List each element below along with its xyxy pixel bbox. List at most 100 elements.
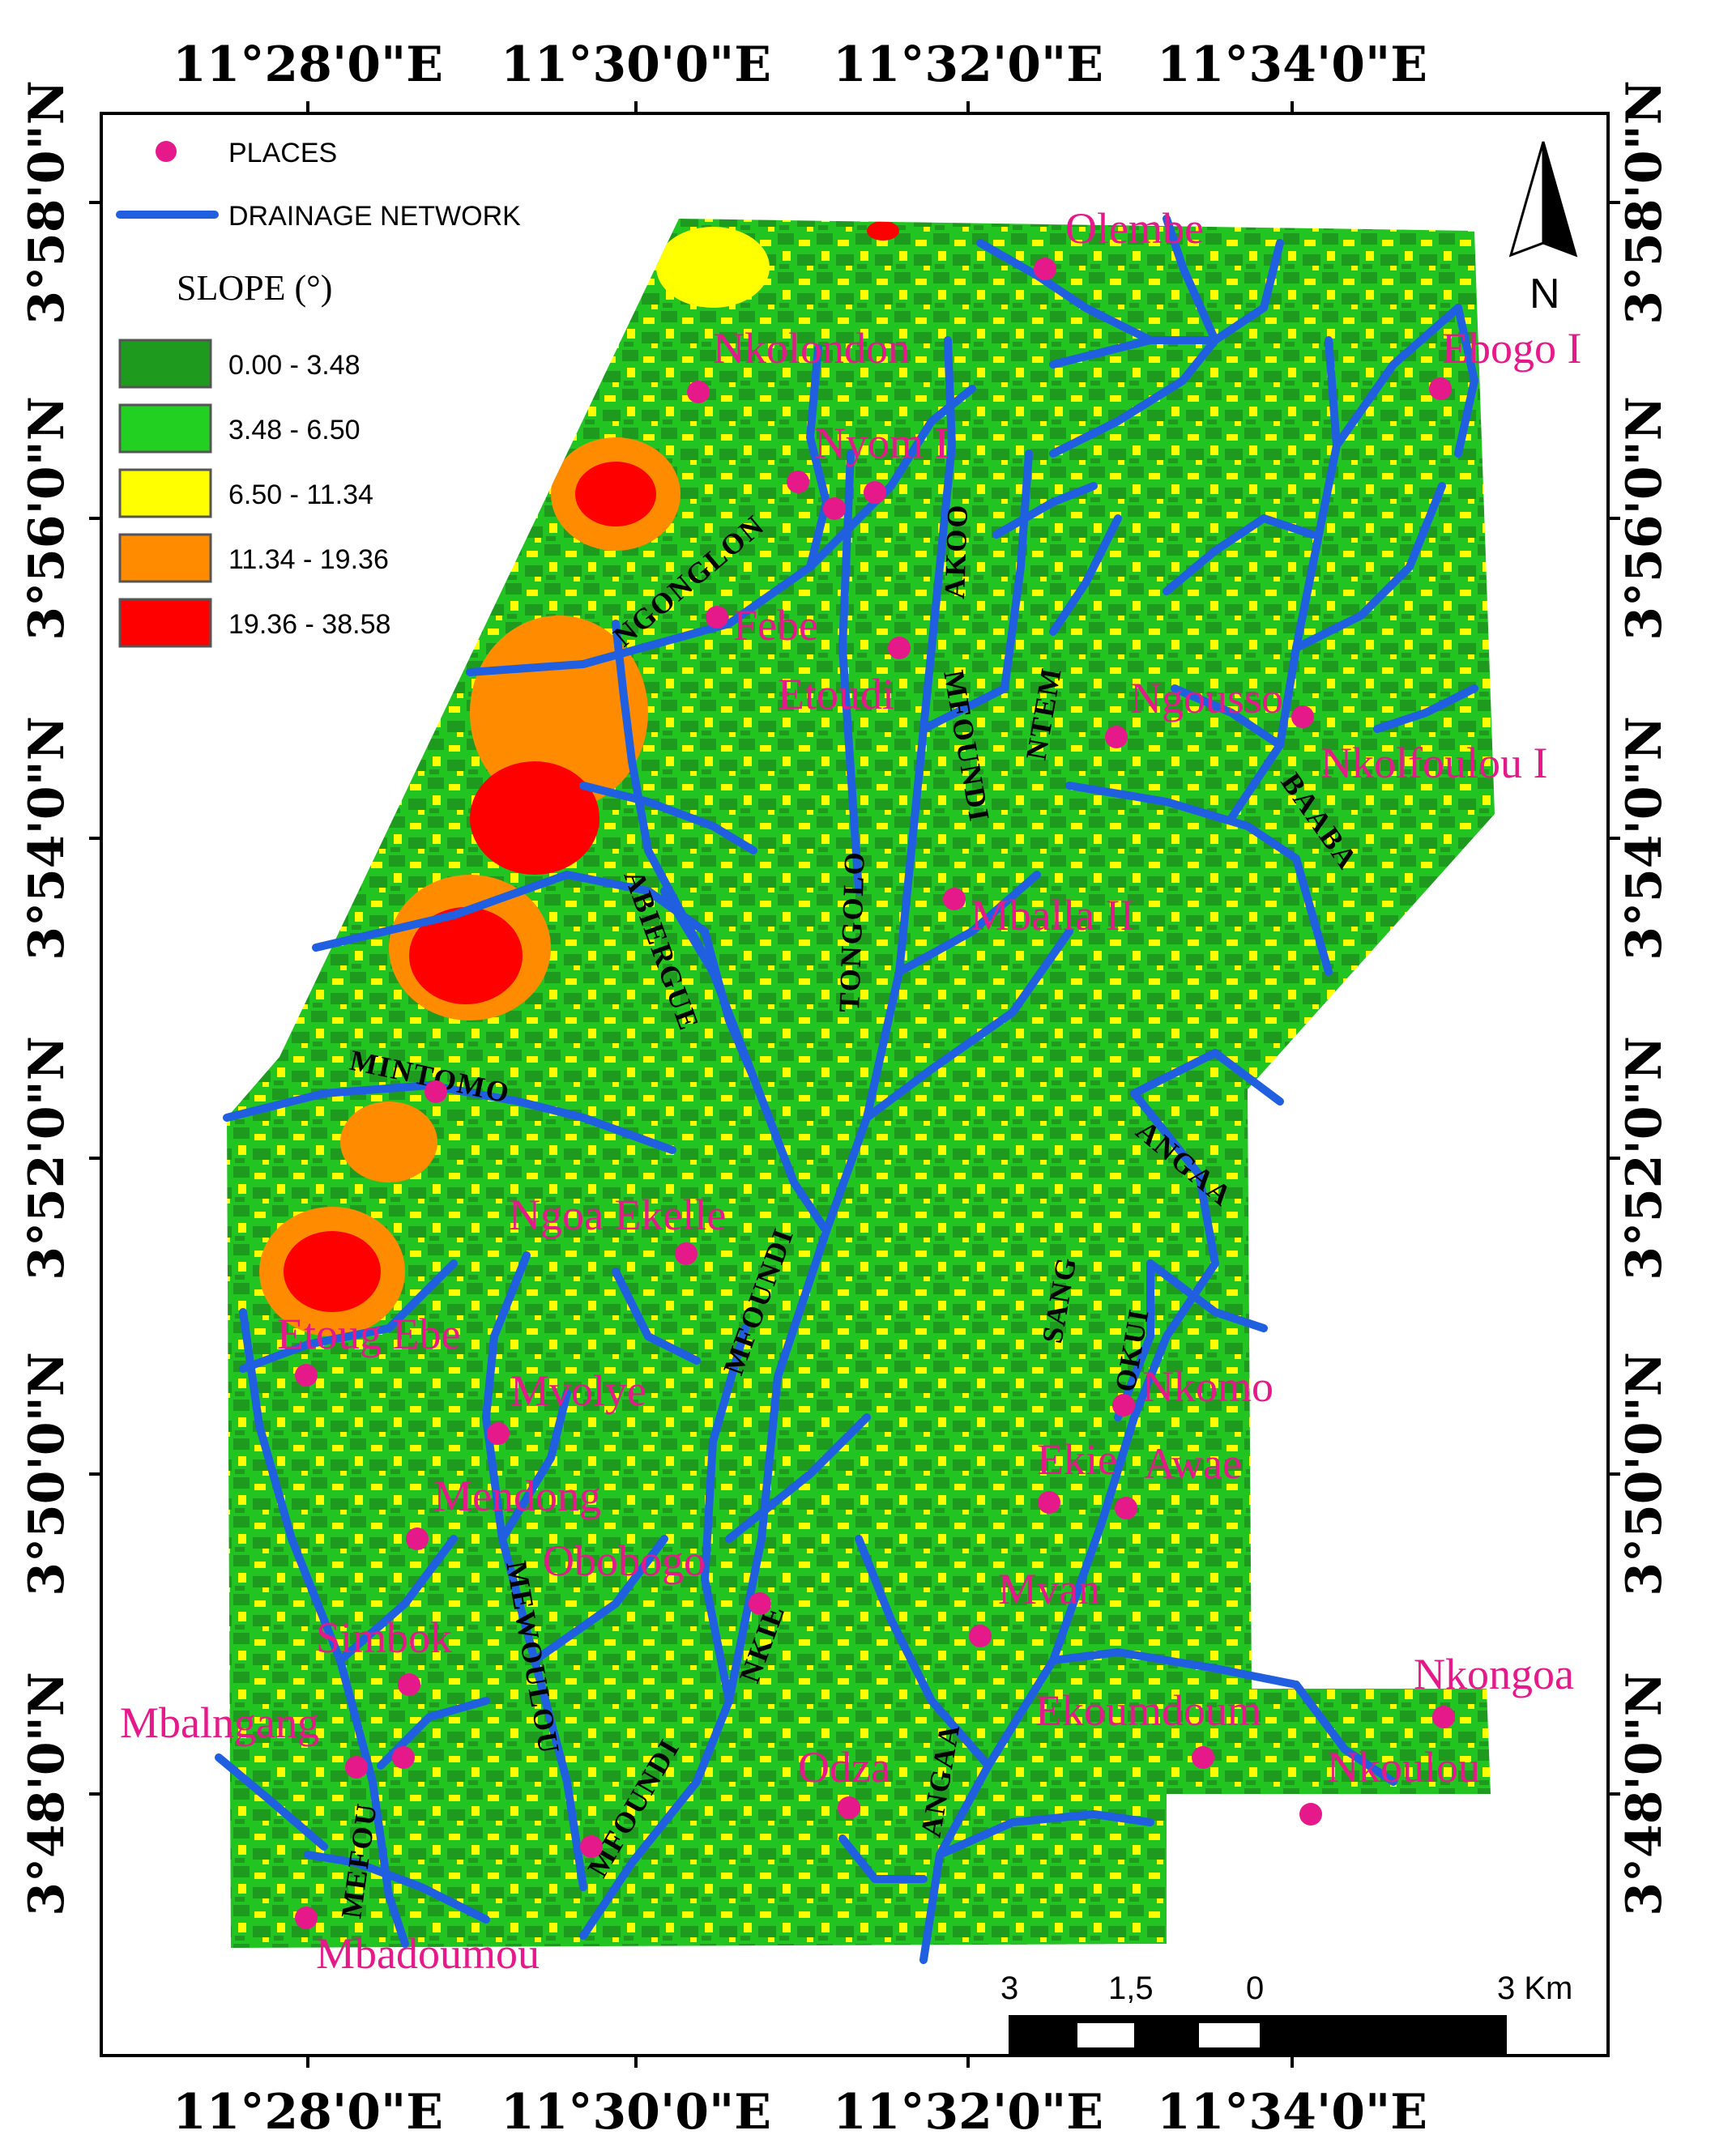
place-label: Mvolye <box>510 1366 646 1415</box>
latitude-label: 3°56'0"N <box>1616 396 1673 640</box>
left-latitude-labels: 3°58'0"N 3°56'0"N 3°54'0"N 3°52'0"N 3°50… <box>19 80 75 1915</box>
latitude-label: 3°56'0"N <box>19 396 75 640</box>
longitude-label: 11°28'0"E <box>173 2084 443 2141</box>
scale-label: 0 <box>1246 1971 1264 2006</box>
drainage-legend-label: DRAINAGE NETWORK <box>228 201 521 232</box>
slope-class-swatch <box>118 533 212 583</box>
place-marker <box>406 1528 429 1550</box>
latitude-label: 3°52'0"N <box>19 1036 75 1280</box>
place-label: Obobogo <box>543 1536 706 1585</box>
slope-class-swatch <box>118 468 212 518</box>
longitude-label: 11°30'0"E <box>501 2084 771 2141</box>
river-label: AKOO <box>938 503 974 599</box>
place-marker <box>1115 1497 1137 1519</box>
latitude-label: 3°50'0"N <box>19 1352 75 1596</box>
place-marker <box>295 1364 318 1387</box>
place-marker <box>1105 726 1128 748</box>
longitude-label: 11°30'0"E <box>501 36 771 93</box>
place-marker <box>969 1625 992 1647</box>
scale-label: 3 Km <box>1497 1971 1572 2006</box>
place-labels: Olembe Nkolondon Ebogo I Nyom I Febe Eto… <box>120 204 1581 1978</box>
slope-legend-title: SLOPE (°) <box>177 268 332 308</box>
place-marker <box>1291 705 1314 728</box>
right-latitude-labels: 3°58'0"N 3°56'0"N 3°54'0"N 3°52'0"N 3°50… <box>1616 80 1673 1915</box>
latitude-label: 3°58'0"N <box>19 80 75 324</box>
longitude-label: 11°32'0"E <box>833 36 1103 93</box>
place-marker <box>424 1080 447 1103</box>
place-label: Mendong <box>433 1472 601 1520</box>
place-label: Awae <box>1144 1439 1242 1488</box>
longitude-label: 11°28'0"E <box>173 36 443 93</box>
place-label: Ekoumdoum <box>1035 1686 1261 1735</box>
places-legend-symbol <box>156 141 177 162</box>
place-markers <box>295 258 1455 1929</box>
place-label: Nyom I <box>814 419 949 467</box>
longitude-label: 11°32'0"E <box>833 2084 1103 2141</box>
place-marker <box>1299 1803 1322 1826</box>
graticule-ticks <box>89 101 1620 2068</box>
place-label: Mballa II <box>971 891 1134 940</box>
north-arrow: N <box>1508 141 1578 317</box>
place-marker <box>943 888 966 910</box>
place-marker <box>1038 1491 1060 1514</box>
place-label: Ekie <box>1037 1435 1117 1484</box>
scale-bar: 3 1,5 0 3 Km <box>1000 1971 1572 2056</box>
latitude-label: 3°48'0"N <box>19 1672 75 1915</box>
longitude-label: 11°34'0"E <box>1157 36 1427 93</box>
place-marker <box>1432 1706 1455 1728</box>
slope-class-label: 6.50 - 11.34 <box>228 479 373 510</box>
place-marker <box>392 1746 415 1769</box>
slope-class-label: 11.34 - 19.36 <box>228 544 389 575</box>
river-label: TONGOLO <box>833 850 871 1013</box>
place-label: Nkomo <box>1142 1362 1273 1411</box>
place-label: Nkongoa <box>1414 1650 1574 1698</box>
place-marker <box>749 1592 771 1615</box>
place-marker <box>345 1756 368 1779</box>
scale-label: 3 <box>1000 1971 1018 2006</box>
place-marker <box>1034 258 1056 280</box>
legend: PLACES DRAINAGE NETWORK SLOPE (°) 0.00 -… <box>116 138 521 648</box>
place-label: Nkolondon <box>713 324 910 373</box>
place-marker <box>295 1907 318 1929</box>
latitude-label: 3°58'0"N <box>1616 80 1673 324</box>
place-label: Ngoa Ekelle <box>509 1191 726 1239</box>
slope-class-label: 3.48 - 6.50 <box>228 415 360 445</box>
place-label: Odza <box>798 1743 890 1792</box>
place-marker <box>787 471 809 493</box>
place-label: Mvan <box>998 1565 1100 1613</box>
place-label: Ebogo I <box>1442 324 1581 373</box>
place-marker <box>864 481 886 504</box>
place-marker <box>706 606 728 628</box>
place-label: Etoudi <box>778 670 894 718</box>
places-legend-label: PLACES <box>228 138 337 168</box>
scale-label: 1,5 <box>1108 1971 1154 2006</box>
bottom-longitude-labels: 11°28'0"E 11°30'0"E 11°32'0"E 11°34'0"E <box>173 2084 1427 2141</box>
place-label: Mbadoumou <box>316 1929 540 1978</box>
place-label: Mbalngang <box>120 1698 319 1747</box>
latitude-label: 3°48'0"N <box>1616 1672 1673 1915</box>
place-label: Febe <box>733 601 818 650</box>
slope-class-label: 0.00 - 3.48 <box>228 350 360 381</box>
place-label: Ngousso <box>1130 674 1283 722</box>
high-slope-zones <box>259 221 899 1336</box>
longitude-label: 11°34'0"E <box>1157 2084 1427 2141</box>
place-marker <box>1192 1746 1214 1769</box>
place-marker <box>398 1673 420 1696</box>
drainage-network <box>215 215 1478 1964</box>
latitude-label: 3°50'0"N <box>1616 1352 1673 1596</box>
slope-class-label: 19.36 - 38.58 <box>228 609 390 640</box>
slope-class-swatch <box>118 598 212 648</box>
place-marker <box>1112 1394 1135 1417</box>
place-marker <box>675 1242 698 1265</box>
place-marker <box>888 637 911 659</box>
top-longitude-labels: 11°28'0"E 11°30'0"E 11°32'0"E 11°34'0"E <box>173 36 1427 93</box>
place-marker <box>580 1835 603 1858</box>
place-marker <box>838 1796 860 1819</box>
place-marker <box>823 497 846 520</box>
place-label: Etoug Ebe <box>277 1310 460 1358</box>
place-marker <box>687 381 710 403</box>
place-label: Simbok <box>316 1613 452 1662</box>
place-marker <box>487 1422 510 1445</box>
slope-class-swatch <box>118 339 212 389</box>
